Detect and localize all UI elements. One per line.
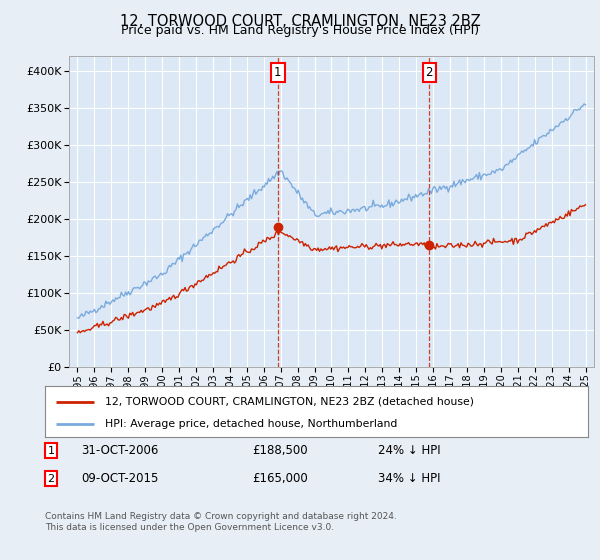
Text: £165,000: £165,000 — [252, 472, 308, 486]
Text: 2: 2 — [47, 474, 55, 484]
Text: HPI: Average price, detached house, Northumberland: HPI: Average price, detached house, Nort… — [105, 419, 397, 429]
Text: 1: 1 — [274, 66, 281, 79]
Text: Contains HM Land Registry data © Crown copyright and database right 2024.
This d: Contains HM Land Registry data © Crown c… — [45, 512, 397, 532]
Text: Price paid vs. HM Land Registry's House Price Index (HPI): Price paid vs. HM Land Registry's House … — [121, 24, 479, 37]
Text: 2: 2 — [425, 66, 433, 79]
Text: 31-OCT-2006: 31-OCT-2006 — [81, 444, 158, 458]
Text: 12, TORWOOD COURT, CRAMLINGTON, NE23 2BZ: 12, TORWOOD COURT, CRAMLINGTON, NE23 2BZ — [119, 14, 481, 29]
Text: £188,500: £188,500 — [252, 444, 308, 458]
Text: 1: 1 — [47, 446, 55, 456]
Text: 24% ↓ HPI: 24% ↓ HPI — [378, 444, 440, 458]
Text: 09-OCT-2015: 09-OCT-2015 — [81, 472, 158, 486]
Text: 12, TORWOOD COURT, CRAMLINGTON, NE23 2BZ (detached house): 12, TORWOOD COURT, CRAMLINGTON, NE23 2BZ… — [105, 396, 474, 407]
Text: 34% ↓ HPI: 34% ↓ HPI — [378, 472, 440, 486]
